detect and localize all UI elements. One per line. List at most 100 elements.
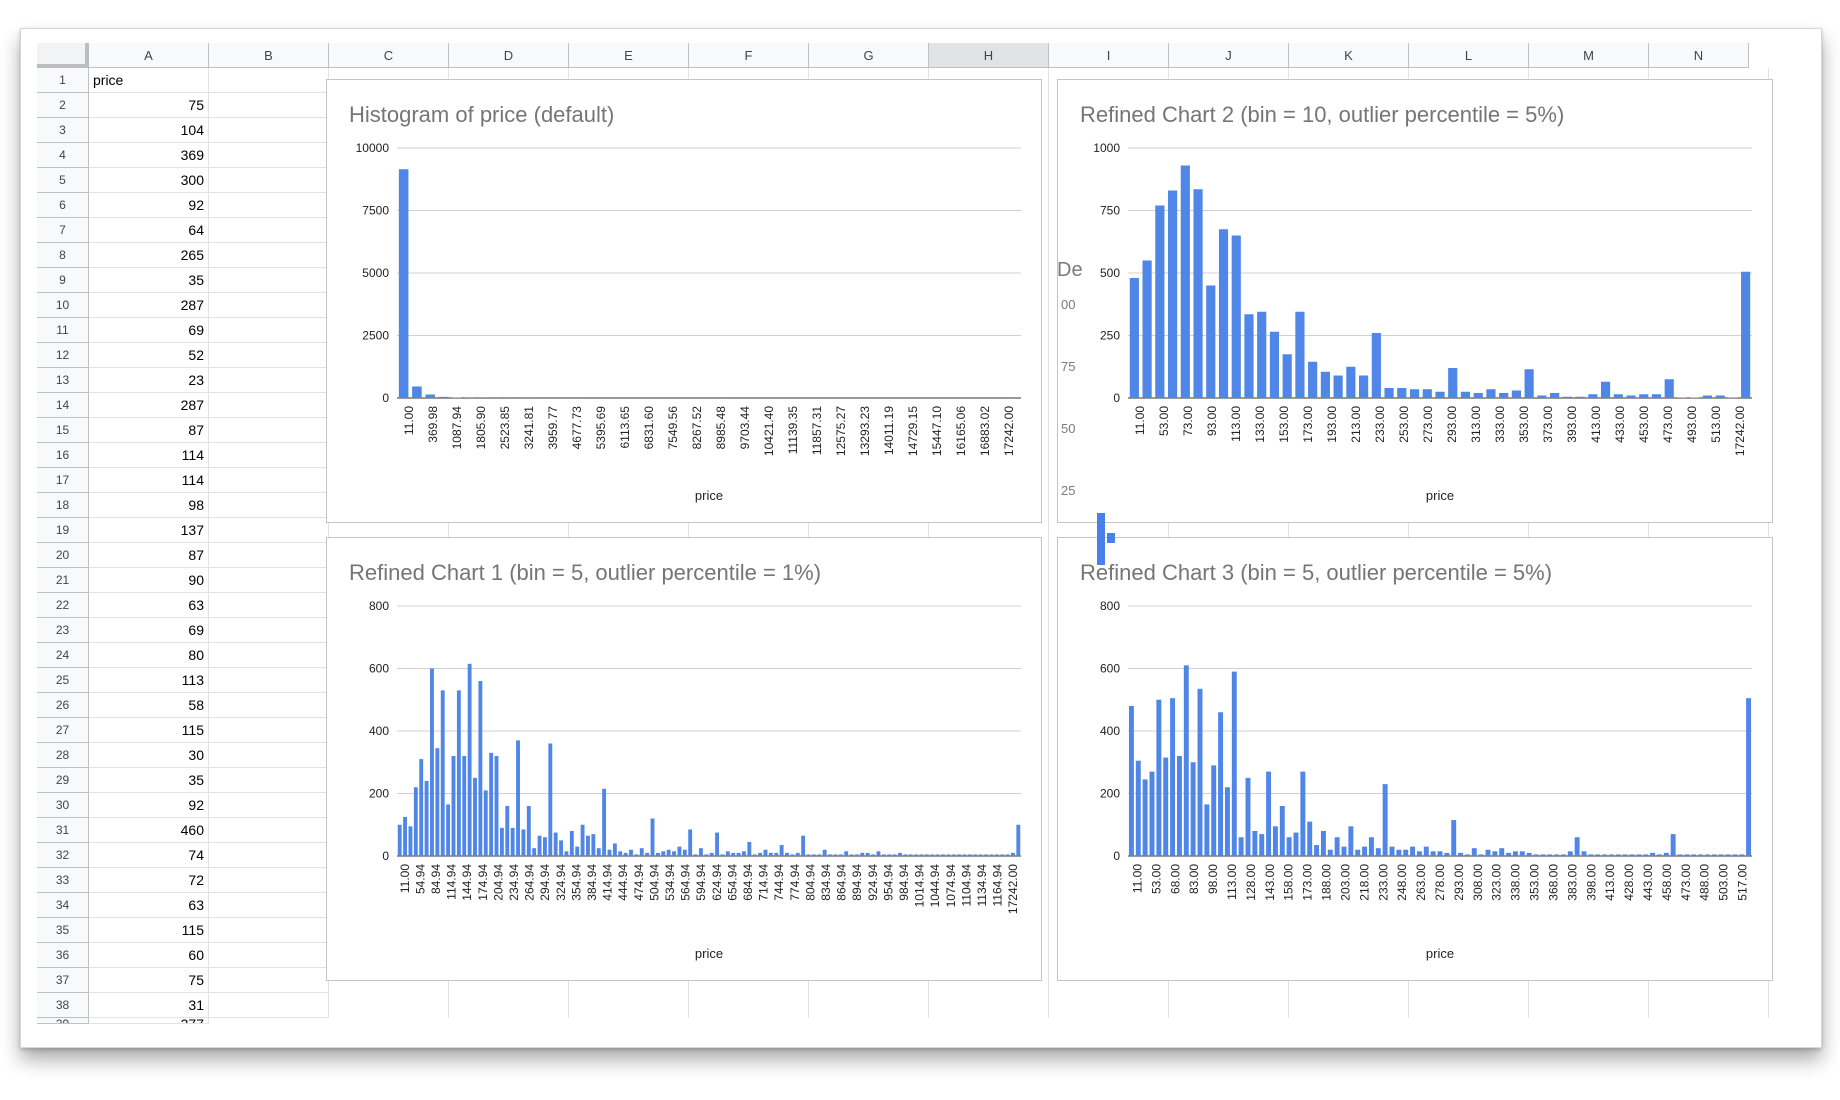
- empty-cell[interactable]: [209, 393, 329, 418]
- histogram-bar[interactable]: [742, 851, 746, 856]
- row-header[interactable]: 8: [37, 243, 89, 268]
- histogram-bar[interactable]: [1581, 851, 1587, 856]
- histogram-bar[interactable]: [1314, 845, 1320, 856]
- histogram-bar[interactable]: [1149, 771, 1155, 856]
- histogram-bar[interactable]: [774, 852, 779, 856]
- histogram-bar[interactable]: [1005, 854, 1010, 856]
- empty-cell[interactable]: [209, 368, 329, 393]
- histogram-bar[interactable]: [698, 848, 703, 856]
- histogram-bar[interactable]: [542, 837, 547, 856]
- column-header-k[interactable]: K: [1289, 43, 1409, 68]
- histogram-bar[interactable]: [1511, 390, 1521, 399]
- histogram-bar[interactable]: [1715, 395, 1725, 399]
- histogram-bar[interactable]: [478, 681, 483, 856]
- price-cell[interactable]: 115: [89, 718, 209, 743]
- histogram-bar[interactable]: [1451, 820, 1457, 856]
- chart-3[interactable]: Refined Chart 1 (bin = 5, outlier percen…: [326, 537, 1042, 981]
- histogram-bar[interactable]: [1355, 849, 1361, 856]
- histogram-bar[interactable]: [1197, 688, 1203, 856]
- histogram-bar[interactable]: [1537, 395, 1547, 399]
- price-cell[interactable]: 104: [89, 118, 209, 143]
- empty-cell[interactable]: [209, 118, 329, 143]
- histogram-bar[interactable]: [779, 845, 784, 856]
- histogram-bar[interactable]: [1670, 834, 1676, 856]
- row-header[interactable]: 31: [37, 818, 89, 843]
- histogram-bar[interactable]: [424, 781, 429, 856]
- histogram-bar[interactable]: [672, 851, 676, 856]
- histogram-bar[interactable]: [1282, 354, 1292, 398]
- price-cell[interactable]: 113: [89, 668, 209, 693]
- histogram-bar[interactable]: [1371, 333, 1381, 398]
- histogram-bar[interactable]: [1218, 229, 1229, 398]
- empty-cell[interactable]: [209, 343, 329, 368]
- column-header-c[interactable]: C: [329, 43, 449, 68]
- histogram-bar[interactable]: [1333, 375, 1343, 399]
- histogram-bar[interactable]: [1473, 393, 1483, 398]
- histogram-bar[interactable]: [935, 854, 940, 856]
- row-header[interactable]: 18: [37, 493, 89, 518]
- empty-cell[interactable]: [209, 618, 329, 643]
- histogram-bar[interactable]: [451, 397, 462, 399]
- histogram-bar[interactable]: [618, 851, 623, 856]
- histogram-bar[interactable]: [1000, 854, 1005, 856]
- price-cell[interactable]: 369: [89, 143, 209, 168]
- histogram-bar[interactable]: [1193, 189, 1203, 398]
- histogram-bar[interactable]: [1163, 757, 1169, 856]
- histogram-bar[interactable]: [1448, 368, 1458, 398]
- histogram-bar[interactable]: [1629, 854, 1635, 856]
- histogram-bar[interactable]: [1711, 854, 1717, 856]
- histogram-bar[interactable]: [1218, 712, 1224, 856]
- chart-1[interactable]: Histogram of price (default) 10000 7500 500…: [326, 79, 1042, 523]
- histogram-bar[interactable]: [1244, 314, 1254, 398]
- column-header-h[interactable]: H: [929, 43, 1049, 68]
- histogram-bar[interactable]: [1204, 804, 1210, 856]
- histogram-bar[interactable]: [1664, 379, 1674, 398]
- histogram-bar[interactable]: [1224, 787, 1230, 856]
- histogram-bar[interactable]: [967, 854, 972, 856]
- empty-cell[interactable]: [209, 168, 329, 193]
- empty-cell[interactable]: [209, 743, 329, 768]
- histogram-bar[interactable]: [1252, 831, 1258, 856]
- row-header[interactable]: 22: [37, 593, 89, 618]
- histogram-bar[interactable]: [984, 854, 988, 856]
- histogram-bar[interactable]: [752, 854, 757, 856]
- price-cell[interactable]: 72: [89, 868, 209, 893]
- histogram-bar[interactable]: [456, 690, 461, 856]
- histogram-bar[interactable]: [661, 851, 666, 856]
- price-cell[interactable]: 75: [89, 968, 209, 993]
- histogram-bar[interactable]: [1307, 821, 1313, 856]
- histogram-bar[interactable]: [553, 832, 558, 856]
- chart-4[interactable]: Refined Chart 3 (bin = 5, outlier percen…: [1057, 537, 1773, 981]
- histogram-bar[interactable]: [838, 854, 843, 856]
- price-cell[interactable]: 114: [89, 468, 209, 493]
- empty-cell[interactable]: [209, 468, 329, 493]
- histogram-bar[interactable]: [1183, 665, 1189, 856]
- price-cell[interactable]: 23: [89, 368, 209, 393]
- histogram-bar[interactable]: [1300, 771, 1306, 856]
- histogram-bar[interactable]: [1600, 381, 1611, 398]
- header-cell-price[interactable]: price: [89, 68, 209, 93]
- histogram-bar[interactable]: [1409, 389, 1420, 398]
- histogram-bar[interactable]: [1155, 205, 1165, 399]
- histogram-bar[interactable]: [1293, 832, 1299, 856]
- price-cell[interactable]: 92: [89, 793, 209, 818]
- histogram-bar[interactable]: [1382, 784, 1388, 856]
- empty-cell[interactable]: [209, 643, 329, 668]
- histogram-bar[interactable]: [817, 854, 822, 856]
- histogram-bar[interactable]: [526, 806, 531, 856]
- row-header[interactable]: 20: [37, 543, 89, 568]
- histogram-bar[interactable]: [801, 835, 806, 856]
- histogram-bar[interactable]: [1562, 396, 1572, 398]
- price-cell[interactable]: 137: [89, 518, 209, 543]
- price-cell[interactable]: 87: [89, 418, 209, 443]
- histogram-bar[interactable]: [844, 851, 849, 856]
- row-header[interactable]: 27: [37, 718, 89, 743]
- histogram-bar[interactable]: [1430, 851, 1436, 856]
- histogram-bar[interactable]: [908, 854, 913, 856]
- histogram-bar[interactable]: [1540, 854, 1546, 856]
- histogram-bar[interactable]: [946, 854, 951, 856]
- histogram-bar[interactable]: [1142, 260, 1152, 399]
- histogram-bar[interactable]: [1526, 852, 1532, 856]
- histogram-bar[interactable]: [419, 759, 424, 856]
- histogram-bar[interactable]: [1170, 698, 1176, 856]
